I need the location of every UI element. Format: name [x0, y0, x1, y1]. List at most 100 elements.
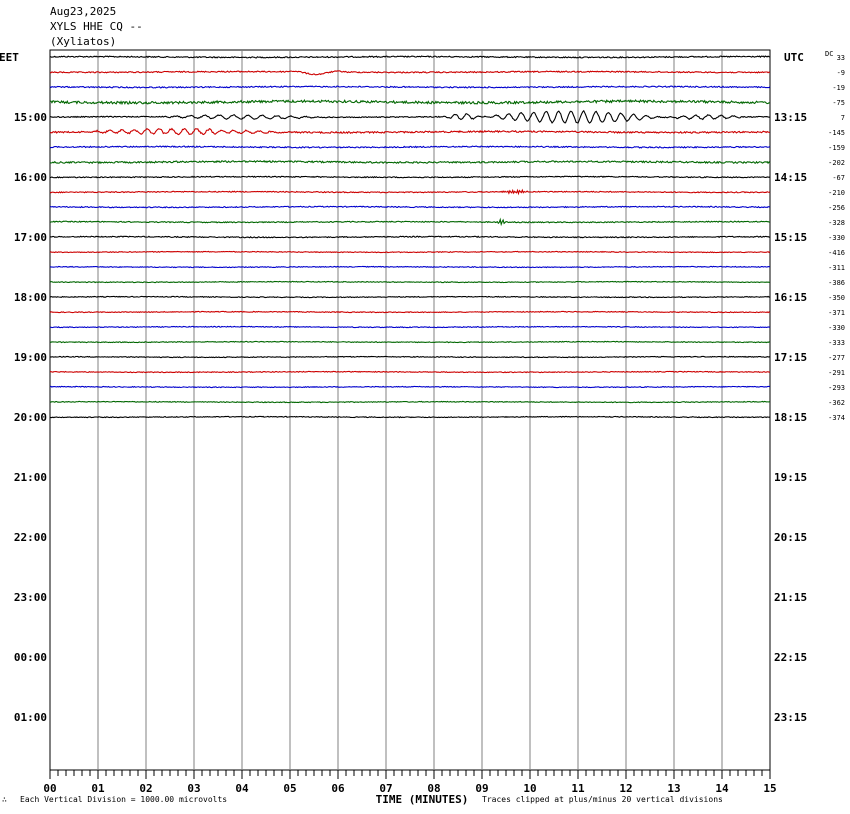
row-label-left: 01:00: [14, 711, 47, 724]
seismic-traces: [49, 55, 771, 419]
x-tick-label: 11: [571, 782, 585, 795]
x-tick-label: 13: [667, 782, 680, 795]
dc-value: -416: [828, 249, 845, 257]
dc-value: -210: [828, 189, 845, 197]
scale-note: Each Vertical Division = 1000.00 microvo…: [20, 795, 227, 804]
x-tick-label: 03: [187, 782, 200, 795]
dc-value: -75: [832, 99, 845, 107]
trace-line: [49, 217, 771, 227]
row-label-left: 17:00: [14, 231, 47, 244]
trace-line: [49, 235, 771, 239]
trace-line: [49, 385, 771, 389]
dc-value: -67: [832, 174, 845, 182]
row-label-right: 20:15: [774, 531, 807, 544]
dc-value: -202: [828, 159, 845, 167]
row-label-right: 19:15: [774, 471, 807, 484]
dc-value: -293: [828, 384, 845, 392]
dc-value: 7: [841, 114, 845, 122]
trace-line: [49, 99, 771, 106]
dc-value: 33: [837, 54, 845, 62]
x-tick-label: 02: [139, 782, 152, 795]
trace-line: [49, 325, 771, 329]
x-tick-label: 10: [523, 782, 536, 795]
station-line-text: XYLS HHE CQ --: [50, 20, 143, 33]
date-text: Aug23,2025: [50, 5, 116, 18]
trace-line: [49, 295, 771, 299]
row-label-right: 21:15: [774, 591, 807, 604]
x-tick-label: 14: [715, 782, 729, 795]
row-label-right: 23:15: [774, 711, 807, 724]
row-label-left: 20:00: [14, 411, 47, 424]
trace-line: [49, 109, 771, 124]
x-tick-label: 01: [91, 782, 105, 795]
row-label-right: 14:15: [774, 171, 807, 184]
trace-line: [49, 159, 771, 165]
right-timezone-label: UTC: [784, 51, 804, 64]
x-tick-label: 05: [283, 782, 296, 795]
row-label-left: 22:00: [14, 531, 47, 544]
trace-line: [49, 85, 771, 89]
dc-value: -362: [828, 399, 845, 407]
clip-note: Traces clipped at plus/minus 20 vertical…: [482, 795, 723, 804]
x-tick-label: 04: [235, 782, 249, 795]
row-label-right: 22:15: [774, 651, 807, 664]
footer-mark: ∴: [2, 795, 7, 804]
trace-line: [49, 55, 771, 59]
dc-value: -256: [828, 204, 845, 212]
row-label-left: 15:00: [14, 111, 47, 124]
station-name-text: (Xyliatos): [50, 35, 116, 48]
trace-line: [49, 280, 771, 284]
dc-value: -291: [828, 369, 845, 377]
left-timezone-label: EET: [0, 51, 19, 64]
x-tick-label: 12: [619, 782, 632, 795]
dc-label: DC: [825, 50, 833, 58]
dc-value: -19: [832, 84, 845, 92]
dc-value: -371: [828, 309, 845, 317]
x-tick-label: 09: [475, 782, 488, 795]
trace-line: [49, 400, 771, 404]
x-axis-title: TIME (MINUTES): [376, 793, 469, 806]
plot-frame: [49, 49, 771, 771]
dc-value: -386: [828, 279, 845, 287]
row-label-right: 13:15: [774, 111, 807, 124]
dc-value: -330: [828, 234, 845, 242]
trace-line: [49, 250, 771, 254]
row-label-right: 15:15: [774, 231, 807, 244]
row-label-right: 18:15: [774, 411, 807, 424]
trace-line: [49, 175, 771, 179]
dc-value: -374: [828, 414, 845, 422]
row-label-left: 19:00: [14, 351, 47, 364]
trace-line: [49, 310, 771, 314]
trace-line: [49, 188, 771, 196]
row-label-right: 17:15: [774, 351, 807, 364]
dc-value: -145: [828, 129, 845, 137]
trace-line: [49, 70, 771, 76]
trace-line: [49, 340, 771, 344]
row-label-left: 00:00: [14, 651, 47, 664]
trace-line: [49, 355, 771, 359]
x-axis-ticks: 00 01 02 03 04 05 06 07 08 09 10 11 12 13 14 15: [43, 770, 777, 795]
row-label-left: 16:00: [14, 171, 47, 184]
trace-line: [49, 370, 771, 374]
dc-value: -159: [828, 144, 845, 152]
row-time-labels: 15:00 13:15 16:00 14:15 17:00 15:15 18:00 16:15…: [14, 111, 807, 724]
x-tick-label: 06: [331, 782, 345, 795]
row-label-left: 21:00: [14, 471, 47, 484]
x-tick-label: 15: [763, 782, 776, 795]
trace-line: [49, 205, 771, 209]
trace-line: [49, 127, 771, 136]
row-label-right: 16:15: [774, 291, 807, 304]
x-tick-label: 00: [43, 782, 56, 795]
trace-line: [49, 145, 771, 149]
dc-value: -350: [828, 294, 845, 302]
dc-offset-values: 33 -9 -19 -75 7 -145 -159 -202 -67 -210 -256 -328 -3…: [828, 54, 845, 422]
minute-gridlines: [97, 50, 723, 770]
dc-value: -277: [828, 354, 845, 362]
x-tick-label: 07: [379, 782, 392, 795]
row-label-left: 18:00: [14, 291, 47, 304]
dc-value: -9: [837, 69, 845, 77]
dc-value: -311: [828, 264, 845, 272]
dc-value: -330: [828, 324, 845, 332]
trace-line: [49, 265, 771, 269]
